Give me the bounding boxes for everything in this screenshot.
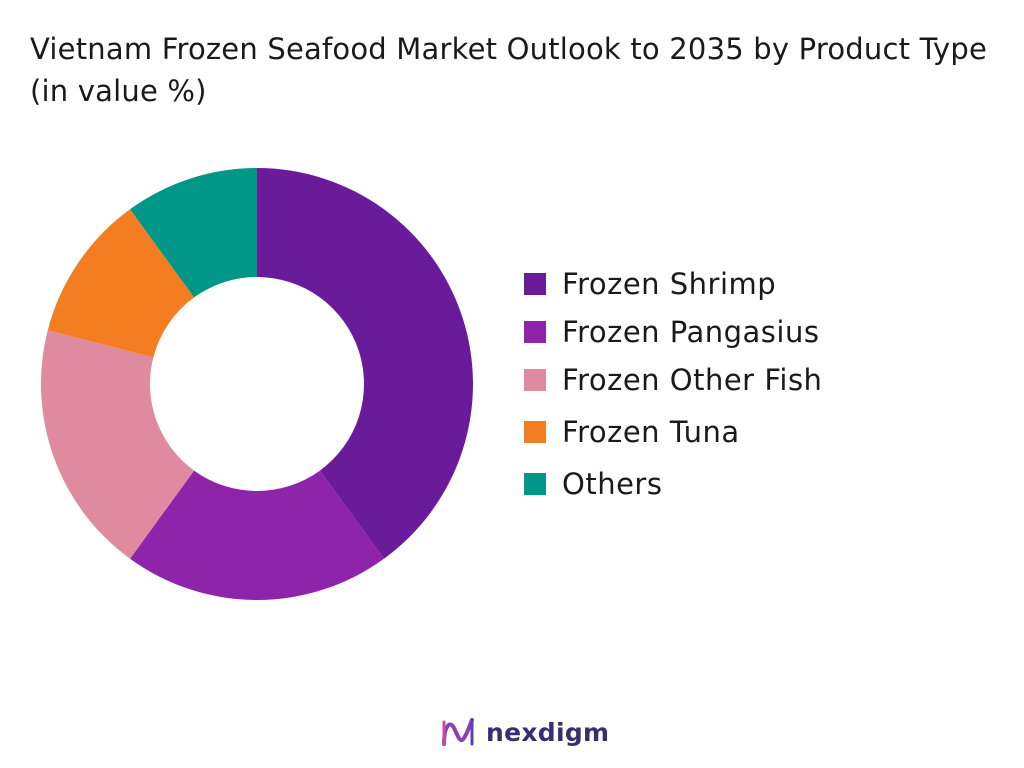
brand-name: nexdigm [486,717,610,747]
legend-item-frozen-shrimp: Frozen Shrimp [524,260,822,308]
chart-legend: Frozen Shrimp Frozen Pangasius Frozen Ot… [524,260,822,508]
legend-item-others: Others [524,460,822,508]
donut-slices [40,168,473,600]
legend-swatch-frozen-tuna [524,421,546,443]
legend-swatch-frozen-other-fish [524,369,546,391]
legend-label-frozen-other-fish: Frozen Other Fish [562,363,823,397]
donut-chart [40,168,473,600]
chart-title: Vietnam Frozen Seafood Market Outlook to… [30,32,988,108]
legend-swatch-frozen-pangasius [524,321,546,343]
legend-label-frozen-pangasius: Frozen Pangasius [562,315,820,349]
legend-item-frozen-pangasius: Frozen Pangasius [524,308,822,356]
donut-slice-others [130,168,257,298]
legend-label-frozen-shrimp: Frozen Shrimp [562,267,777,301]
donut-slice-frozen-tuna [47,209,195,358]
legend-label-others: Others [562,467,663,501]
nexdigm-logo-icon [442,718,474,746]
legend-item-frozen-other-fish: Frozen Other Fish [524,356,822,404]
legend-swatch-frozen-shrimp [524,273,546,295]
legend-swatch-others [524,473,546,495]
brand-logo: nexdigm [440,714,609,750]
donut-slice-frozen-shrimp [257,168,473,559]
legend-label-frozen-tuna: Frozen Tuna [562,415,740,449]
donut-slice-frozen-other-fish [40,330,195,559]
legend-item-frozen-tuna: Frozen Tuna [524,408,822,456]
donut-slice-frozen-pangasius [130,470,384,600]
